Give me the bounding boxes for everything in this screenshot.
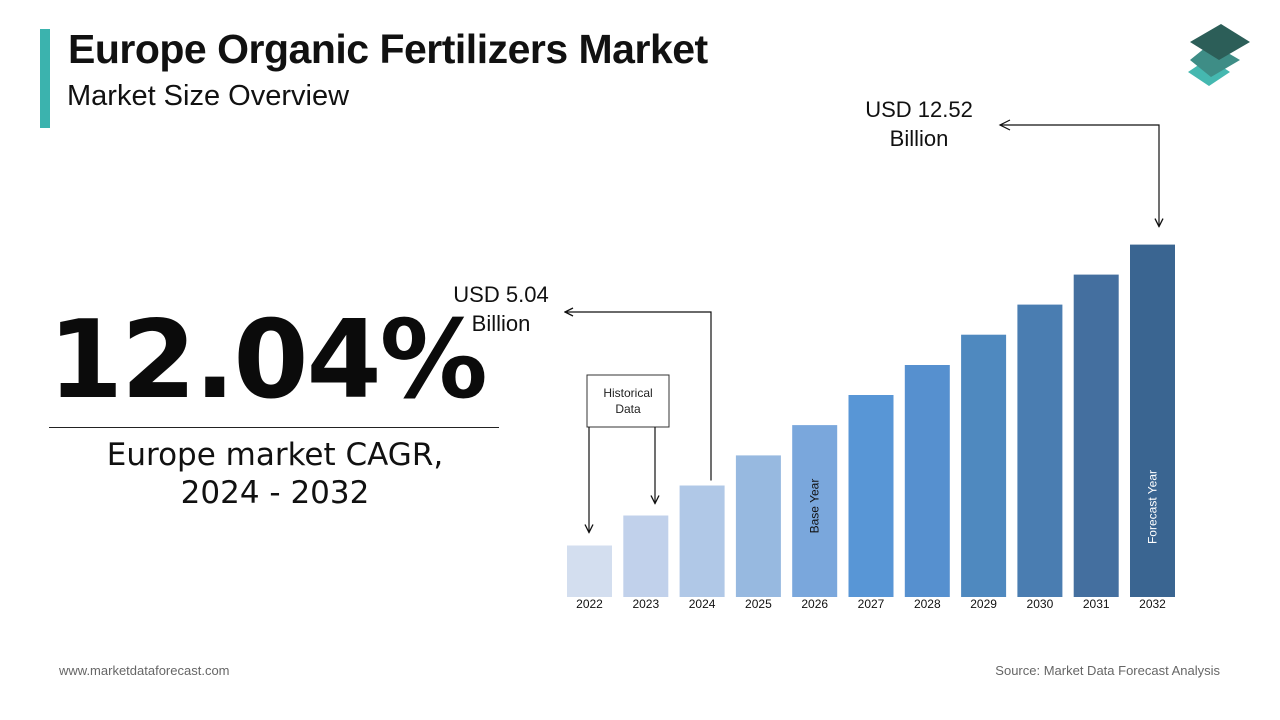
x-tick-label-2032: 2032	[1139, 597, 1166, 611]
cagr-value: 12.04%	[48, 298, 488, 423]
bar-2026	[792, 425, 838, 597]
historical-data-label-line2: Data	[615, 402, 641, 416]
bar-inner-label-2026: Base Year	[808, 479, 822, 534]
layered-squares-logo-icon	[1188, 24, 1250, 86]
bar-inner-label-2032: Forecast Year	[1146, 470, 1160, 544]
bar-2032	[1130, 244, 1175, 597]
bar-2028	[904, 365, 950, 597]
callout-value-2032: USD 12.52	[865, 97, 973, 122]
callout-arrow-2024	[565, 312, 712, 481]
cagr-divider	[49, 427, 499, 428]
cagr-label: Europe market CAGR, 2024 - 2032	[40, 436, 510, 512]
bar-2029	[961, 334, 1007, 597]
x-tick-label-2026: 2026	[801, 597, 828, 611]
bar-2022	[567, 545, 612, 597]
callout-unit-2032: Billion	[890, 126, 949, 151]
bar-2030	[1017, 304, 1063, 597]
historical-data-box	[586, 374, 670, 428]
bar-2025	[735, 455, 781, 597]
bar-2023	[623, 515, 669, 597]
logo-middle-layer	[1190, 43, 1240, 77]
callout-arrow-2032	[1000, 124, 1159, 227]
x-tick-label-2030: 2030	[1027, 597, 1054, 611]
x-tick-label-2027: 2027	[858, 597, 885, 611]
x-tick-label-2025: 2025	[745, 597, 772, 611]
x-tick-label-2024: 2024	[689, 597, 716, 611]
historical-data-label-line1: Historical	[603, 386, 652, 400]
x-tick-label-2029: 2029	[970, 597, 997, 611]
footer-source: Source: Market Data Forecast Analysis	[995, 663, 1220, 678]
title-accent-bar	[40, 29, 50, 128]
x-tick-label-2028: 2028	[914, 597, 941, 611]
cagr-label-line2: 2024 - 2032	[180, 475, 370, 511]
callout-unit-2024: Billion	[472, 311, 531, 336]
x-tick-label-2031: 2031	[1083, 597, 1110, 611]
callout-arrowhead-left-2032	[998, 119, 1011, 131]
bar-2031	[1073, 274, 1119, 597]
bars-layer: 2022 2023 2024 2025 2026 Base Year 2027 2028 202…	[567, 244, 1175, 611]
logo-top-layer	[1190, 24, 1250, 60]
bar-2024	[679, 485, 725, 597]
page-subtitle: Market Size Overview	[67, 80, 350, 112]
x-tick-label-2023: 2023	[632, 597, 659, 611]
cagr-label-line1: Europe market CAGR,	[106, 437, 444, 473]
footer-website: www.marketdataforecast.com	[59, 663, 230, 678]
bar-2027	[848, 395, 894, 597]
page-title: Europe Organic Fertilizers Market	[68, 26, 708, 72]
callout-value-2024: USD 5.04	[453, 282, 548, 307]
annotation-layer: Historical Data USD 5.04 Billion USD 12.52 Bi…	[453, 97, 1159, 533]
x-tick-label-2022: 2022	[576, 597, 603, 611]
